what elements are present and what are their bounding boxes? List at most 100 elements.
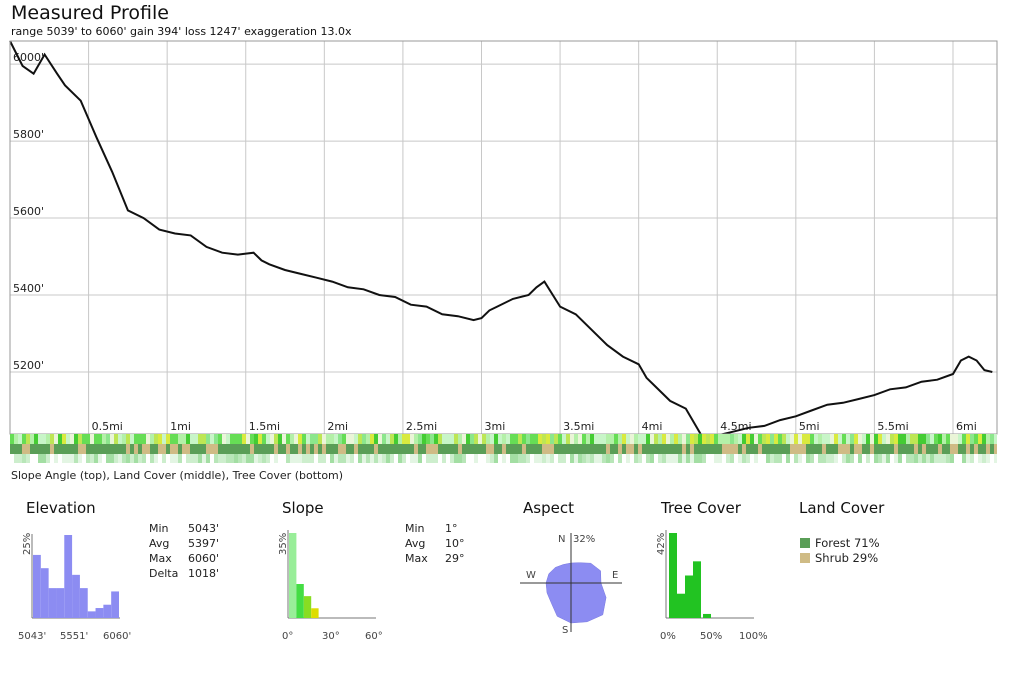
tree-cover-strip-cell <box>698 454 702 463</box>
slope-strip-cell <box>566 434 570 444</box>
slope-strip-cell <box>334 434 338 444</box>
slope-strip-cell <box>902 434 906 444</box>
tree-cover-strip-cell <box>518 454 522 463</box>
slope-strip-cell <box>94 434 98 444</box>
land-cover-strip-cell <box>878 444 882 454</box>
land-cover-strip-cell <box>754 444 758 454</box>
land-cover-strip-cell <box>42 444 46 454</box>
slope-strip-cell <box>474 434 478 444</box>
slope-strip-cell <box>782 434 786 444</box>
slope-strip-cell <box>750 434 754 444</box>
slope-strip-cell <box>426 434 430 444</box>
tree-cover-strip-cell <box>62 454 66 463</box>
slope-strip-cell <box>434 434 438 444</box>
tree-cover-strip-cell <box>166 454 170 463</box>
land-cover-strip-cell <box>582 444 586 454</box>
land-cover-strip-cell <box>338 444 342 454</box>
land-cover-strip-cell <box>746 444 750 454</box>
slope-strip-cell <box>726 434 730 444</box>
shrub-legend-label: Shrub 29% <box>815 551 878 565</box>
land-cover-strip-cell <box>814 444 818 454</box>
tree-hist-ylabel: 42% <box>656 533 667 555</box>
land-cover-strip-cell <box>810 444 814 454</box>
tree-cover-strip-cell <box>790 454 794 463</box>
plot-frame <box>9 40 998 435</box>
tree-cover-strip-cell <box>922 454 926 463</box>
tree-cover-strip-cell <box>906 454 910 463</box>
land-cover-strip-cell <box>78 444 82 454</box>
land-cover-strip-cell <box>550 444 554 454</box>
slope-strip-cell <box>930 434 934 444</box>
slope-strip-cell <box>198 434 202 444</box>
land-cover-strip-cell <box>858 444 862 454</box>
slope-strip-cell <box>562 434 566 444</box>
land-cover-strip-cell <box>914 444 918 454</box>
tree-cover-strip-cell <box>618 454 622 463</box>
land-cover-strip-cell <box>494 444 498 454</box>
tree-cover-strip-cell <box>22 454 26 463</box>
land-cover-strip-cell <box>410 444 414 454</box>
land-cover-strip-cell <box>870 444 874 454</box>
slope-strip-cell <box>266 434 270 444</box>
land-cover-strip-cell <box>262 444 266 454</box>
tree-cover-strip-cell <box>54 454 58 463</box>
land-cover-strip-cell <box>10 444 14 454</box>
land-cover-strip-cell <box>350 444 354 454</box>
slope-strip-cell <box>786 434 790 444</box>
tree-cover-strip-cell <box>490 454 494 463</box>
tree-cover-strip-cell <box>826 454 830 463</box>
tree-cover-strip-cell <box>430 454 434 463</box>
slope-strip-cell <box>842 434 846 444</box>
land-cover-strip-cell <box>362 444 366 454</box>
tree-cover-strip-cell <box>338 454 342 463</box>
tree-cover-strip-cell <box>90 454 94 463</box>
tree-cover-strip-cell <box>334 454 338 463</box>
land-cover-strip-cell <box>978 444 982 454</box>
slope-strip-cell <box>410 434 414 444</box>
land-cover-strip-cell <box>38 444 42 454</box>
land-cover-strip-cell <box>882 444 886 454</box>
slope-strip-cell <box>714 434 718 444</box>
slope-strip-cell <box>574 434 578 444</box>
tree-cover-strip-cell <box>174 454 178 463</box>
slope-strip-cell <box>470 434 474 444</box>
tree-cover-strip-cell <box>558 454 562 463</box>
slope-strip-cell <box>502 434 506 444</box>
tree-cover-strip-cell <box>426 454 430 463</box>
tree-cover-strip-cell <box>870 454 874 463</box>
slope-strip-cell <box>710 434 714 444</box>
land-cover-strip-cell <box>498 444 502 454</box>
land-cover-strip-cell <box>366 444 370 454</box>
land-cover-strip-cell <box>418 444 422 454</box>
tree-cover-strip-cell <box>482 454 486 463</box>
tree-cover-strip-cell <box>458 454 462 463</box>
tree-cover-strip-cell <box>606 454 610 463</box>
land-cover-strip-cell <box>46 444 50 454</box>
land-cover-strip-cell <box>106 444 110 454</box>
tree-cover-strip-cell <box>210 454 214 463</box>
elevation-hist-xlabel-mid: 5551' <box>60 631 88 642</box>
page-title: Measured Profile <box>11 2 169 24</box>
land-cover-strip-cell <box>578 444 582 454</box>
slope-strip-cell <box>862 434 866 444</box>
tree-cover-strip-cell <box>46 454 50 463</box>
tree-cover-strip-cell <box>362 454 366 463</box>
land-cover-strip-cell <box>822 444 826 454</box>
slope-strip-cell <box>770 434 774 444</box>
histogram-bar <box>72 574 80 618</box>
land-cover-strip-cell <box>902 444 906 454</box>
x-tick-label: 6mi <box>956 420 977 433</box>
land-cover-strip-cell <box>126 444 130 454</box>
tree-cover-strip-cell <box>642 454 646 463</box>
land-cover-strip-cell <box>510 444 514 454</box>
slope-strip-cell <box>186 434 190 444</box>
slope-hist-xlabel-0: 0° <box>282 631 293 642</box>
tree-cover-strip-cell <box>450 454 454 463</box>
land-cover-strip-cell <box>18 444 22 454</box>
tree-cover-strip-cell <box>830 454 834 463</box>
slope-strip-cell <box>366 434 370 444</box>
y-tick-labels: 5200'5400'5600'5800'6000' <box>13 51 44 372</box>
slope-strip-cell <box>854 434 858 444</box>
tree-cover-strip-cell <box>914 454 918 463</box>
slope-landcover-treecover-strips <box>10 434 997 463</box>
